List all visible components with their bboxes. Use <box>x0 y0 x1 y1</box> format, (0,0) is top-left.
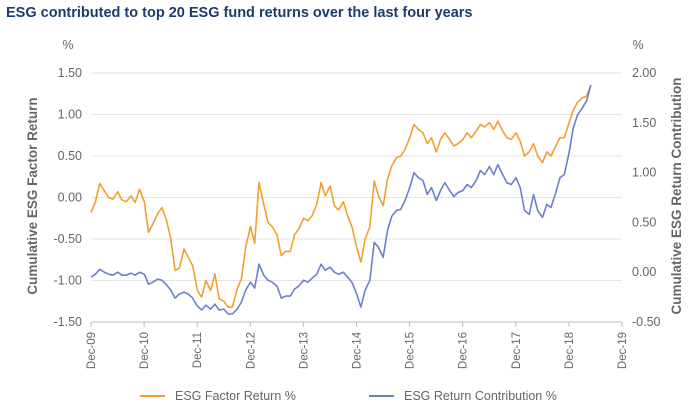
right-axis-ticks: 2.00 1.50 1.00 0.50 0.00 -0.50 <box>632 66 661 329</box>
left-tick-label: 1.00 <box>58 108 82 122</box>
x-tick-label: Dec-19 <box>617 332 629 369</box>
left-axis-title: Cumulative ESG Factor Return <box>25 97 40 294</box>
x-tick-label: Dec-12 <box>245 332 257 369</box>
left-tick-label: 0.00 <box>58 191 82 205</box>
left-axis-unit: % <box>62 38 73 52</box>
legend-label: ESG Factor Return % <box>175 389 296 403</box>
right-tick-label: 1.00 <box>632 166 656 180</box>
x-axis-ticks: Dec-09 Dec-10 Dec-11 Dec-12 Dec-13 Dec-14 Dec-… <box>86 321 629 369</box>
left-tick-label: -1.50 <box>54 315 83 329</box>
left-tick-label: -1.00 <box>54 274 83 288</box>
right-tick-label: 2.00 <box>632 66 656 80</box>
x-tick-label: Dec-16 <box>458 332 470 369</box>
right-tick-label: -0.50 <box>632 315 661 329</box>
right-tick-label: 0.50 <box>632 215 656 229</box>
x-tick-label: Dec-14 <box>352 331 364 369</box>
x-tick-label: Dec-09 <box>86 332 98 369</box>
right-tick-label: 1.50 <box>632 116 656 130</box>
right-axis-unit: % <box>632 38 643 52</box>
x-tick-label: Dec-15 <box>405 332 417 369</box>
left-axis-ticks: 1.50 1.00 0.50 0.00 -0.50 -1.00 -1.50 <box>54 66 83 329</box>
x-tick-label: Dec-13 <box>298 332 310 369</box>
x-tick-label: Dec-18 <box>564 332 576 369</box>
legend-label: ESG Return Contribution % <box>404 389 557 403</box>
grid-lines <box>91 72 622 323</box>
left-tick-label: 0.50 <box>58 149 82 163</box>
left-tick-label: -0.50 <box>54 232 83 246</box>
chart-title: ESG contributed to top 20 ESG fund retur… <box>6 5 473 21</box>
right-tick-label: 0.00 <box>632 265 656 279</box>
legend: ESG Factor Return % ESG Return Contributi… <box>140 389 557 403</box>
right-axis-title: Cumulative ESG Return Contribution <box>669 77 684 314</box>
x-tick-label: Dec-10 <box>139 332 151 369</box>
series-line-esg-factor-return <box>90 85 592 308</box>
x-tick-label: Dec-17 <box>511 332 523 369</box>
series-line-esg-return-contribution <box>90 84 592 315</box>
x-tick-label: Dec-11 <box>192 332 204 368</box>
left-tick-label: 1.50 <box>58 66 82 80</box>
series-lines <box>90 84 592 315</box>
